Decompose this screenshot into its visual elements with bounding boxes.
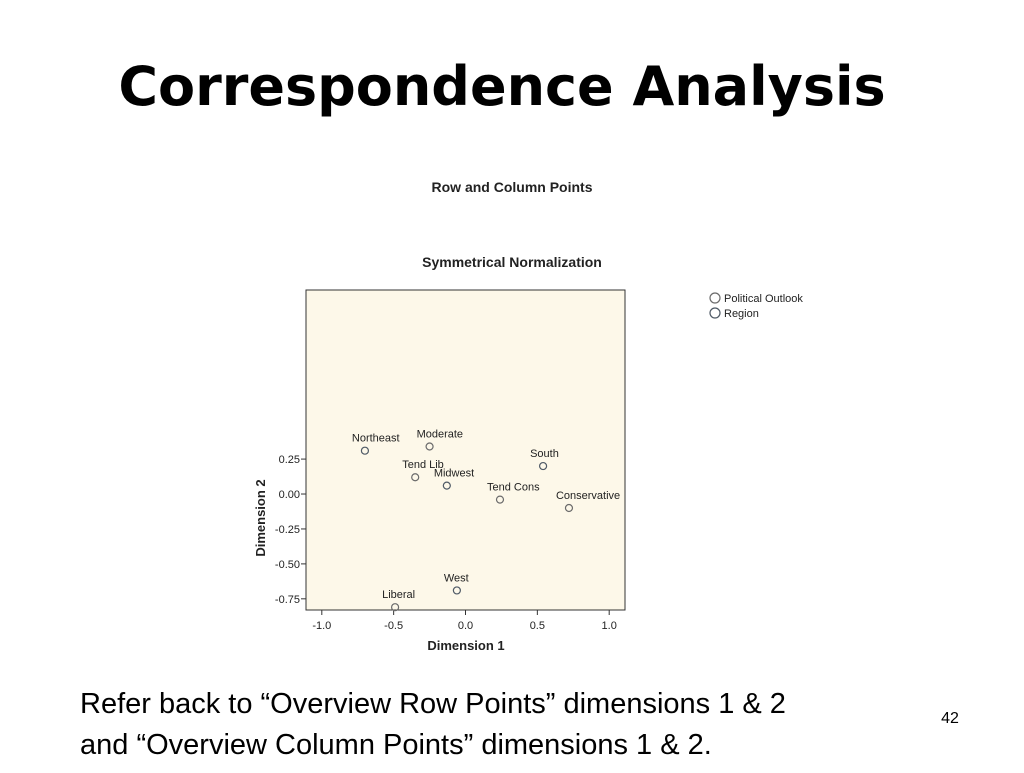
x-tick-label: 0.0	[458, 620, 473, 632]
y-tick-label: -0.25	[275, 524, 300, 536]
x-tick-label: -1.0	[312, 620, 331, 632]
point-label: Northeast	[352, 433, 400, 445]
x-tick-label: 1.0	[602, 620, 617, 632]
data-point	[538, 461, 548, 471]
data-point	[564, 503, 574, 513]
y-tick-label: -0.50	[275, 559, 300, 571]
point-label: Moderate	[417, 429, 463, 441]
y-axis-label: Dimension 2	[253, 479, 268, 556]
legend-marker	[709, 292, 721, 304]
data-point	[452, 586, 461, 595]
slide-title: Correspondence Analysis	[118, 55, 885, 118]
data-point	[390, 603, 400, 612]
point-label: Conservative	[556, 490, 620, 502]
point-label: Liberal	[382, 589, 415, 601]
data-point	[442, 481, 451, 490]
data-point	[360, 446, 370, 455]
page-number: 42	[941, 710, 959, 727]
data-point	[411, 473, 420, 482]
point-label: West	[444, 572, 469, 584]
chart-title: Row and Column Points	[432, 179, 593, 195]
legend-marker	[709, 307, 721, 319]
data-point	[425, 442, 434, 451]
y-tick-label: 0.25	[279, 454, 300, 466]
chart-subtitle: Symmetrical Normalization	[422, 254, 602, 270]
x-tick-label: 0.5	[530, 620, 545, 632]
x-axis-label: Dimension 1	[427, 638, 504, 653]
x-tick-label: -0.5	[384, 620, 403, 632]
plot-area	[305, 289, 626, 611]
point-label: Tend Cons	[487, 482, 540, 494]
legend-label: Region	[724, 308, 759, 320]
y-tick-label: -0.75	[275, 594, 300, 606]
point-label: South	[530, 448, 559, 460]
data-point	[495, 495, 505, 504]
y-tick-label: 0.00	[279, 489, 300, 501]
footer-line: Refer back to “Overview Row Points” dime…	[80, 688, 786, 720]
point-label: Tend Lib	[402, 459, 444, 471]
footer-line: and “Overview Column Points” dimensions …	[80, 729, 712, 761]
legend-label: Political Outlook	[724, 293, 803, 305]
point-label: Midwest	[434, 468, 474, 480]
